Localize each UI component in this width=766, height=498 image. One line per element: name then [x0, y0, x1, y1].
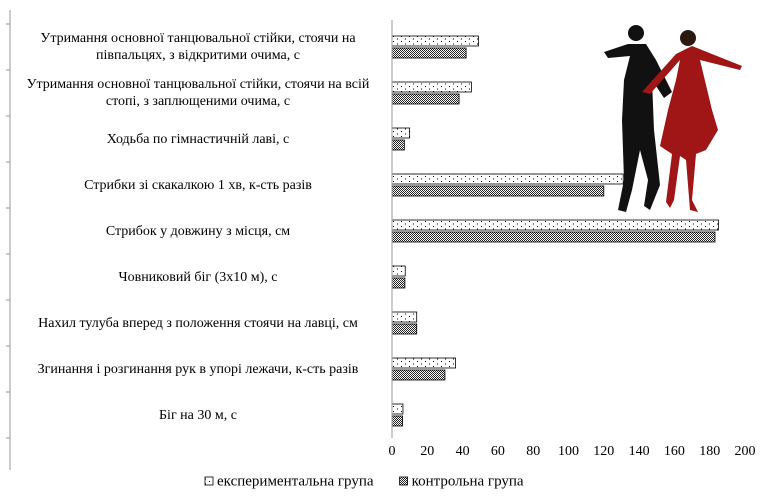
bar: [391, 403, 404, 415]
bar: [391, 369, 446, 381]
dancers: [604, 25, 742, 212]
bar: [391, 219, 719, 231]
x-tick-label: 40: [456, 444, 470, 459]
x-tick-label: 80: [526, 444, 540, 459]
bar: [391, 47, 467, 59]
x-tick-label: 160: [664, 444, 685, 459]
y-tick-label: Утримання основної танцювальної стійки, …: [40, 31, 356, 63]
y-tick-label: Човниковий біг (3х10 м), с: [118, 269, 278, 285]
legend-label: контрольна група: [412, 473, 524, 489]
y-tick-label: Згинання і розгинання рук в упорі лежачи…: [37, 361, 359, 377]
y-tick-label: Нахил тулуба вперед з положення стоячи н…: [38, 315, 358, 331]
x-tick-label: 0: [389, 444, 396, 459]
legend-swatch: [204, 476, 214, 486]
bar: [391, 265, 406, 277]
bar: [391, 311, 418, 323]
x-tick-label: 200: [735, 444, 756, 459]
x-tick-label: 60: [491, 444, 505, 459]
x-tick-label: 140: [629, 444, 650, 459]
bar: [391, 35, 479, 47]
legend-swatch: [399, 476, 408, 486]
x-tick-label: 20: [420, 444, 434, 459]
y-tick-label: Ходьба по гімнастичній лаві, с: [106, 131, 290, 147]
bar: [391, 185, 605, 197]
x-tick-label: 100: [558, 444, 579, 459]
x-tick-label: 180: [699, 444, 720, 459]
y-tick-label: Біг на 30 м, с: [159, 407, 237, 423]
bar: [391, 81, 472, 93]
legend-label: експериментальна група: [217, 473, 374, 489]
bar: [391, 357, 456, 369]
y-tick-label: Утримання основної танцювальної стійки, …: [26, 77, 370, 109]
bar: [391, 139, 405, 151]
y-tick-label: Стрибок у довжину з місця, см: [105, 223, 291, 239]
bar: [391, 231, 716, 243]
x-tick-label: 120: [593, 444, 614, 459]
bar: [391, 323, 418, 335]
bar: [391, 277, 406, 289]
bar: [391, 127, 411, 139]
bar: [391, 415, 403, 427]
y-tick-label: Стрибки зі скакалкою 1 хв, к-сть разів: [84, 177, 312, 193]
bar: [391, 93, 460, 105]
bar: [391, 173, 624, 185]
